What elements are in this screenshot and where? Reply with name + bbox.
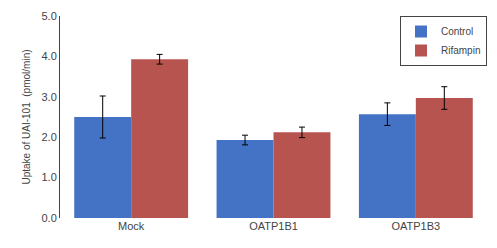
svg-text:1.0: 1.0	[42, 171, 57, 183]
svg-text:Rifampin: Rifampin	[441, 45, 480, 56]
svg-text:3.0: 3.0	[42, 91, 57, 103]
svg-text:Control: Control	[441, 26, 473, 37]
svg-text:OATP1B3: OATP1B3	[391, 220, 440, 232]
svg-text:2.0: 2.0	[42, 131, 57, 143]
svg-text:4.0: 4.0	[42, 50, 57, 62]
svg-text:5.0: 5.0	[42, 10, 57, 22]
svg-text:Mock: Mock	[118, 220, 145, 232]
svg-text:Uptake of UAI-101 (pmol/min): Uptake of UAI-101 (pmol/min)	[21, 49, 32, 184]
svg-text:OATP1B1: OATP1B1	[249, 220, 298, 232]
svg-text:0.0: 0.0	[42, 212, 57, 224]
